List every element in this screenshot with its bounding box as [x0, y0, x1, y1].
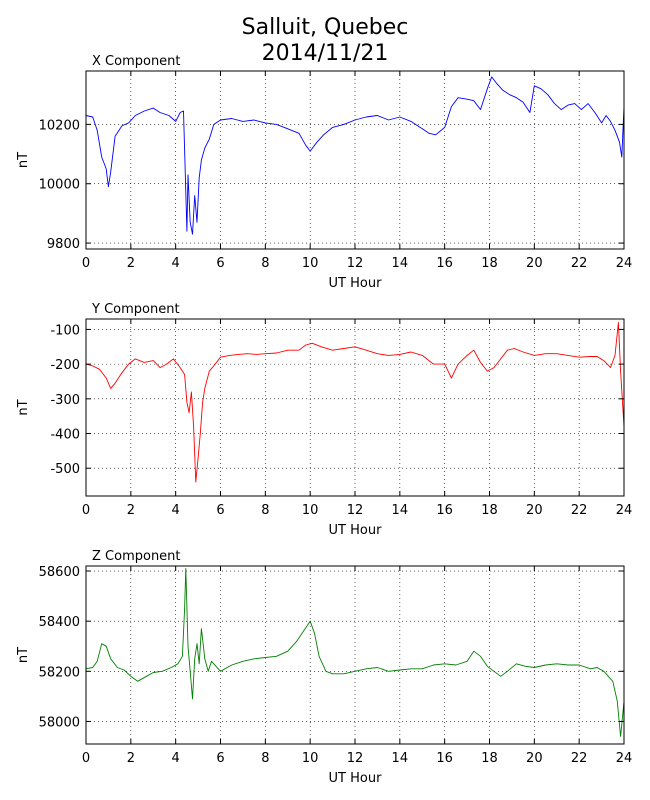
x-component-title: X Component [92, 54, 181, 69]
z-ytick-label-3: 58600 [39, 565, 80, 580]
z-xtick-label-8: 16 [436, 751, 453, 766]
y-xtick-label-0: 0 [82, 503, 90, 518]
z-ytick-label-1: 58200 [39, 665, 80, 680]
z-xtick-label-5: 10 [302, 751, 319, 766]
y-xtick-label-11: 22 [571, 503, 588, 518]
z-xtick-label-11: 22 [571, 751, 588, 766]
x-component-line [85, 76, 625, 235]
y-xtick-label-2: 4 [172, 503, 180, 518]
x-xtick-label-0: 0 [82, 256, 90, 271]
y-xtick-label-9: 18 [481, 503, 498, 518]
x-xtick-label-5: 10 [302, 256, 319, 271]
z-xaxis-label: UT Hour [329, 771, 383, 786]
z-xtick-label-4: 8 [261, 751, 269, 766]
y-component-line [85, 322, 625, 483]
x-xaxis-label: UT Hour [329, 276, 383, 291]
x-xtick-label-7: 14 [392, 256, 409, 271]
z-xtick-label-3: 6 [216, 751, 224, 766]
x-xtick-label-1: 2 [127, 256, 135, 271]
x-yaxis-label: nT [16, 152, 31, 168]
y-yaxis-label: nT [16, 399, 31, 415]
z-component-line [85, 568, 625, 737]
y-xtick-label-7: 14 [392, 503, 409, 518]
chart-title-line2: 2014/11/21 [262, 41, 389, 66]
x-ytick-label-0: 9800 [47, 237, 80, 252]
y-xtick-label-1: 2 [127, 503, 135, 518]
y-xtick-label-3: 6 [216, 503, 224, 518]
y-xtick-label-8: 16 [436, 503, 453, 518]
z-ytick-label-0: 58000 [39, 715, 80, 730]
y-ytick-label-4: -100 [50, 323, 80, 338]
x-xtick-label-6: 12 [347, 256, 364, 271]
z-ytick-label-2: 58400 [39, 615, 80, 630]
y-ytick-label-2: -300 [50, 393, 80, 408]
y-xtick-label-12: 24 [616, 503, 633, 518]
x-xtick-label-11: 22 [571, 256, 588, 271]
y-ytick-label-3: -200 [50, 358, 80, 373]
z-component-panel: 0 2 4 6 8 10 12 14 16 18 20 22 245800058200584005860… [16, 549, 632, 786]
y-xaxis-label: UT Hour [329, 523, 383, 538]
z-xtick-label-6: 12 [347, 751, 364, 766]
x-xtick-label-4: 8 [261, 256, 269, 271]
y-component-title: Y Component [91, 302, 180, 317]
z-xtick-label-12: 24 [616, 751, 633, 766]
z-yaxis-label: nT [16, 647, 31, 663]
x-xtick-label-3: 6 [216, 256, 224, 271]
z-xtick-label-2: 4 [172, 751, 180, 766]
chart-title-line1: Salluit, Quebec [242, 15, 409, 40]
z-component-title: Z Component [92, 549, 181, 564]
z-xtick-label-7: 14 [392, 751, 409, 766]
x-xtick-label-12: 24 [616, 256, 633, 271]
y-xtick-label-5: 10 [302, 503, 319, 518]
x-xtick-label-8: 16 [436, 256, 453, 271]
y-ytick-label-0: -500 [50, 462, 80, 477]
x-xtick-label-2: 4 [172, 256, 180, 271]
y-xtick-label-6: 12 [347, 503, 364, 518]
x-ytick-label-2: 10200 [39, 118, 80, 133]
z-xtick-label-10: 20 [526, 751, 543, 766]
x-xtick-label-9: 18 [481, 256, 498, 271]
z-xtick-label-1: 2 [127, 751, 135, 766]
y-xtick-label-4: 8 [261, 503, 269, 518]
x-ytick-label-1: 10000 [39, 178, 80, 193]
z-xtick-label-0: 0 [82, 751, 90, 766]
x-xtick-label-10: 20 [526, 256, 543, 271]
y-xtick-label-10: 20 [526, 503, 543, 518]
y-ytick-label-1: -400 [50, 428, 80, 443]
y-component-panel: 0 2 4 6 8 10 12 14 16 18 20 22 24-500-400-300-200-10… [16, 302, 632, 538]
z-xtick-label-9: 18 [481, 751, 498, 766]
